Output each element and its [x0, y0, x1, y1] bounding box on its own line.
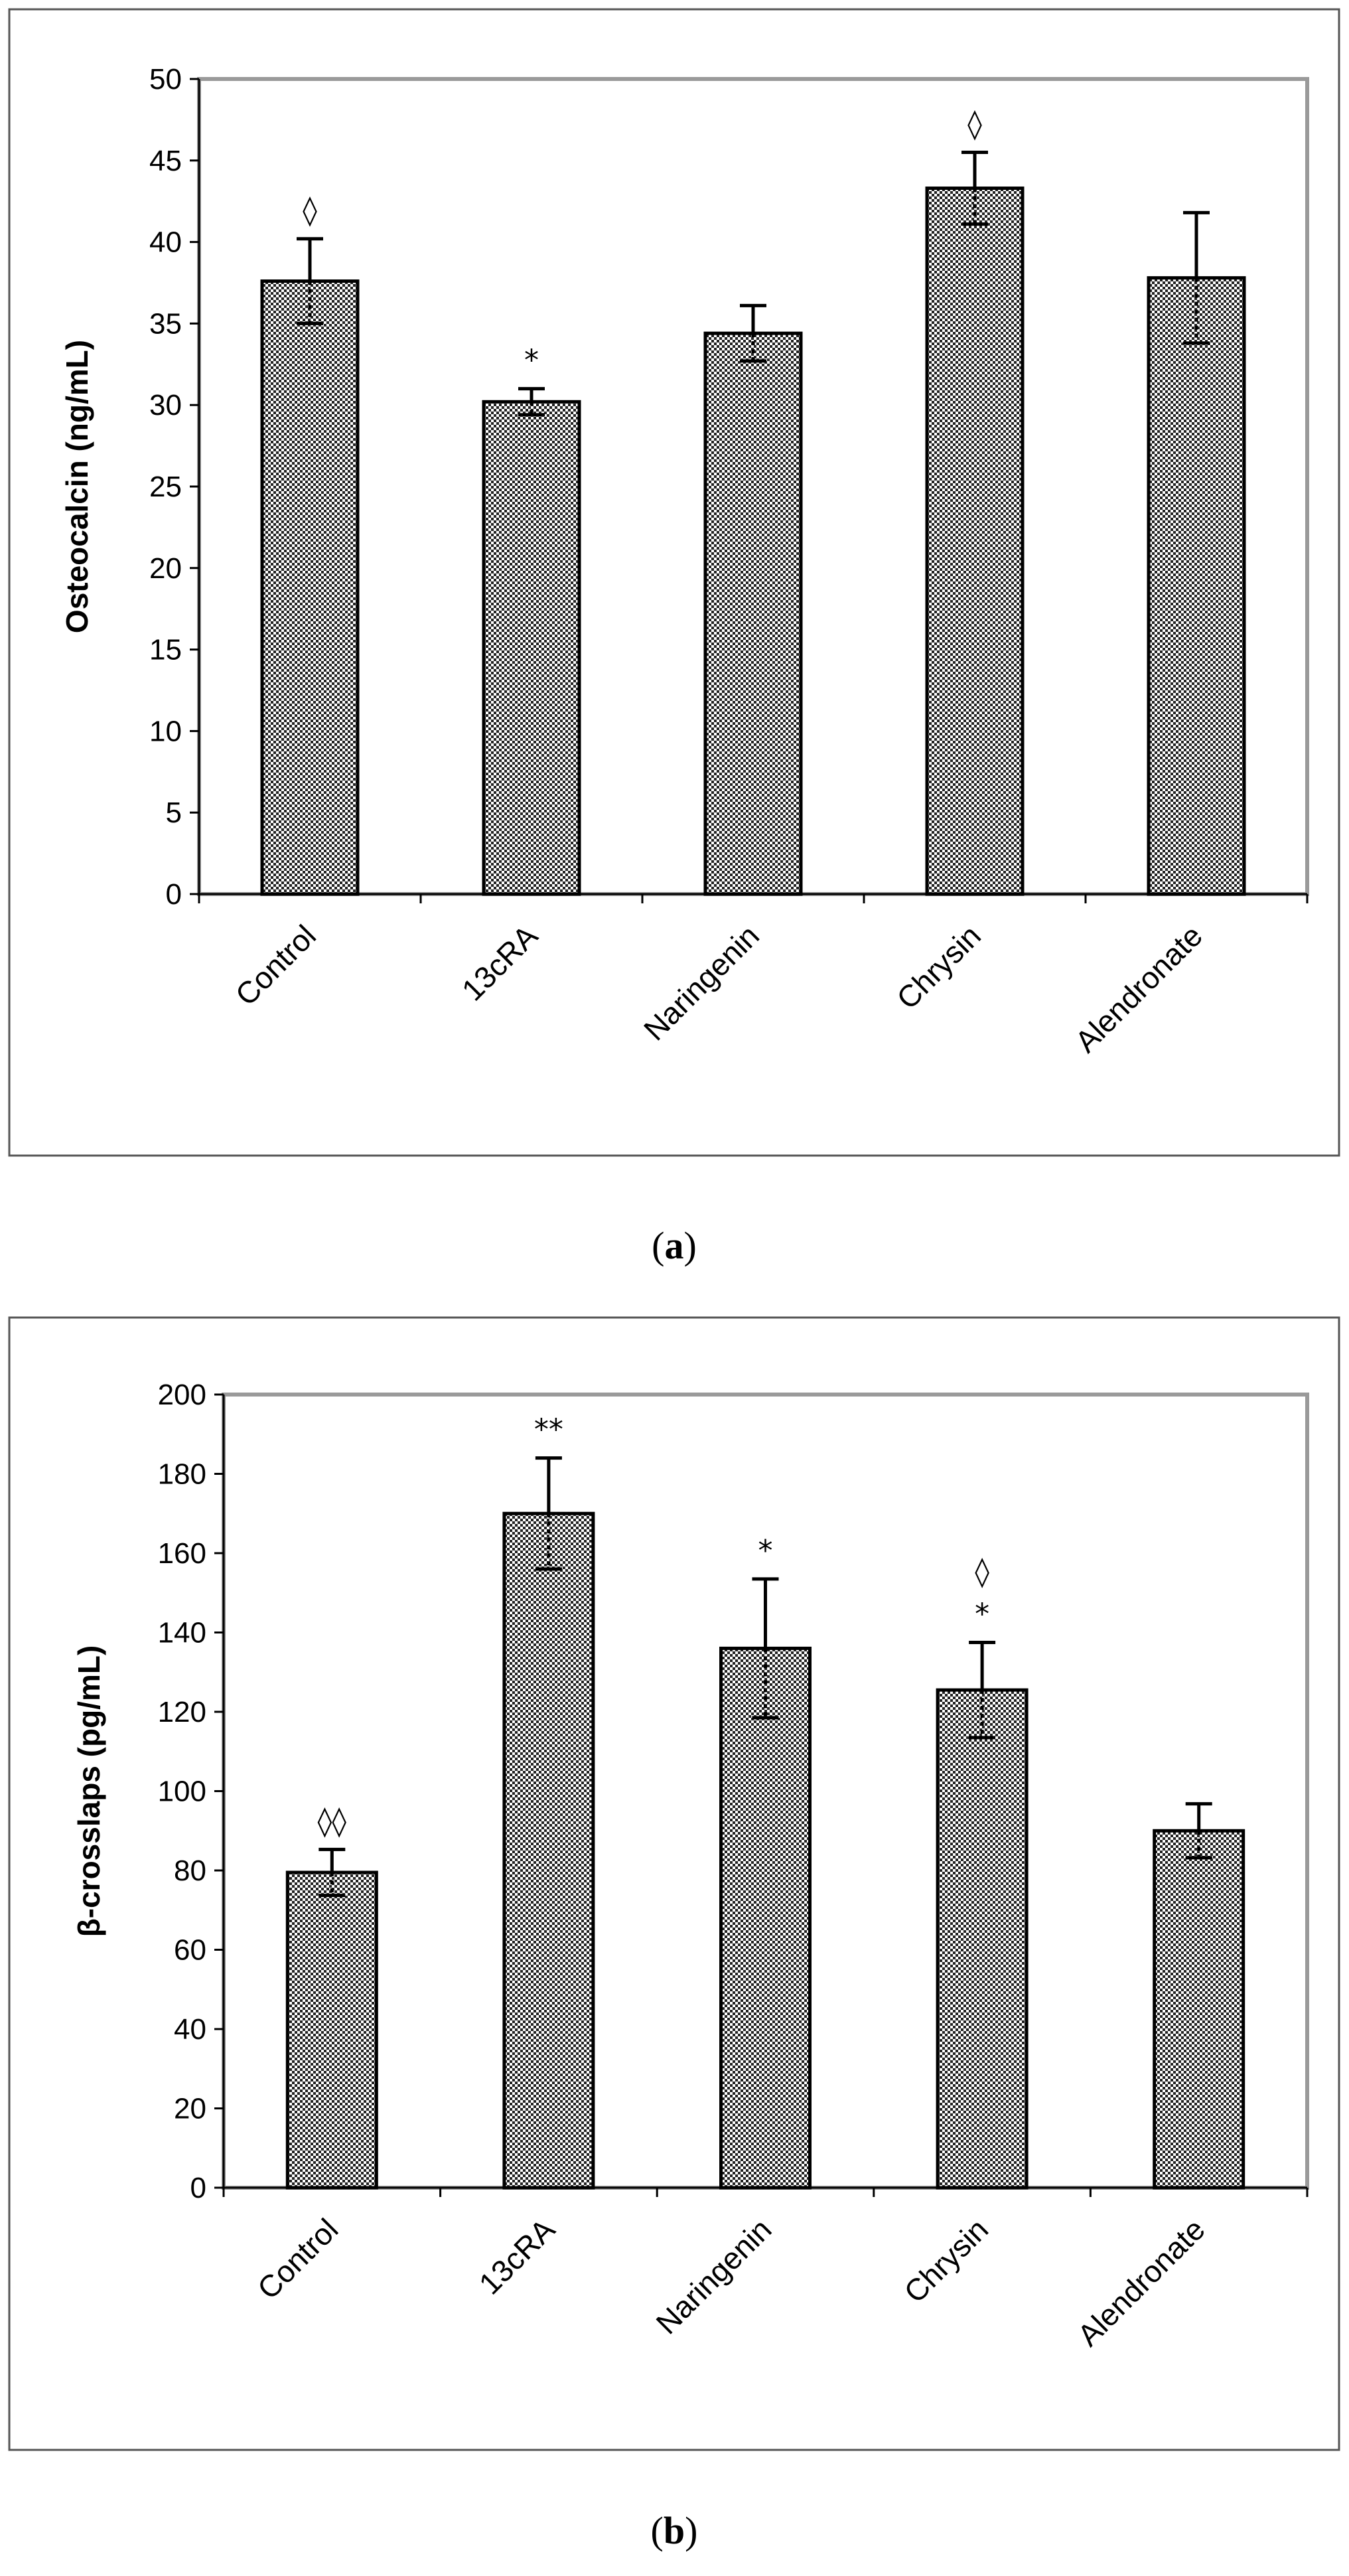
panel-b-y-tick-label: 160 [158, 1537, 206, 1570]
panel-b-y-tick-label: 100 [158, 1776, 206, 1808]
panel-b-annotation-extra-chrysin: ◊ [975, 1554, 989, 1588]
panel-a-annotation-control: ◊ [303, 194, 317, 228]
panel-a-y-tick-label: 0 [166, 878, 182, 911]
panel-b-bar-13cra [502, 1511, 595, 2190]
panel-a-y-tick-label: 5 [166, 796, 182, 829]
panel-a-y-tick-label: 15 [149, 634, 182, 666]
panel-a-annotation-chrysin: ◊ [967, 108, 982, 141]
panel-a-bar-alendronate [1147, 276, 1246, 896]
panel-b-y-axis-title: β-crosslaps (pg/mL) [72, 1645, 106, 1937]
panel-a-bar-control [260, 279, 360, 896]
panel-a-y-tick-label: 40 [149, 226, 182, 259]
panel-b-annotation-naringenin: * [758, 1534, 773, 1568]
panel-a-y-tick-label: 10 [149, 715, 182, 747]
panel-b-bar-naringenin [719, 1646, 812, 2190]
panel-b-y-tick-label: 20 [174, 2093, 206, 2125]
panel-a-bar-chrysin [925, 187, 1025, 896]
panel-b-y-tick-label: 0 [190, 2172, 206, 2204]
panel-a-y-tick-label: 25 [149, 471, 182, 503]
panel-b-y-tick-label: 200 [158, 1379, 206, 1411]
panel-a-annotation-13cra: * [524, 344, 539, 378]
panel-b-caption: (b) [651, 2509, 698, 2552]
panel-a-bar-13cra [482, 400, 581, 896]
panel-b-annotation-chrysin: * [975, 1597, 989, 1631]
panel-a-y-tick-label: 45 [149, 145, 182, 177]
panel-b-annotation-13cra: ** [534, 1413, 563, 1447]
panel-b-y-tick-label: 120 [158, 1696, 206, 1728]
panel-b-bar-chrysin [936, 1688, 1029, 2190]
panel-a-y-axis-title: Osteocalcin (ng/mL) [60, 340, 94, 633]
panel-b-y-tick-label: 80 [174, 1855, 206, 1887]
panel-a-y-tick-label: 50 [149, 63, 182, 96]
panel-b-bar-alendronate [1153, 1829, 1245, 2190]
panel-a-caption: (a) [652, 1224, 697, 1267]
panel-a-y-tick-label: 35 [149, 307, 182, 340]
panel-b-y-tick-label: 40 [174, 2013, 206, 2046]
chart-panel-b: 0 20 40 60 80 100 120 140 160 180 200 β-crosslaps (… [8, 1316, 1340, 2451]
panel-b-y-tick-label: 140 [158, 1617, 206, 1649]
panel-a-y-tick-label: 20 [149, 552, 182, 585]
panel-b-y-tick-label: 60 [174, 1934, 206, 1967]
chart-panel-a: 0 5 10 15 20 25 30 35 40 45 50 Osteocalcin (ng/mL) ◊… [8, 8, 1340, 1157]
panel-a-bar-naringenin [703, 331, 803, 896]
panel-b-annotation-control: ◊◊ [318, 1804, 347, 1838]
panel-b-y-tick-label: 180 [158, 1458, 206, 1491]
panel-a-y-tick-label: 30 [149, 389, 182, 421]
panel-b-bar-control [285, 1870, 378, 2190]
